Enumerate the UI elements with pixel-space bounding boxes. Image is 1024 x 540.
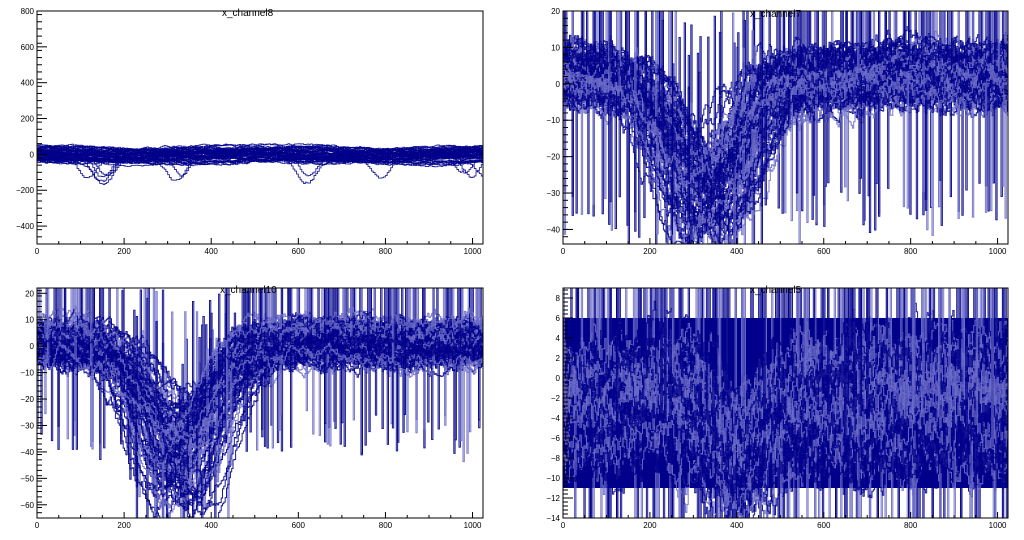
y-tick-label: 8 bbox=[556, 294, 561, 303]
y-tick-label: 0 bbox=[556, 374, 561, 383]
y-tick-label: −12 bbox=[546, 494, 560, 503]
y-tick-label: −4 bbox=[551, 414, 561, 423]
y-tick-label: −8 bbox=[551, 454, 561, 463]
x-tick-label: 600 bbox=[817, 521, 831, 530]
x-tick-label: 200 bbox=[643, 521, 657, 530]
x-tick-label: 1000 bbox=[989, 521, 1007, 530]
x-tick-label: 400 bbox=[730, 521, 744, 530]
y-tick-label: 2 bbox=[556, 354, 561, 363]
y-tick-label: −14 bbox=[546, 514, 560, 523]
y-tick-label: −2 bbox=[551, 394, 561, 403]
x-tick-label: 0 bbox=[561, 521, 566, 530]
x-tick-label: 800 bbox=[904, 521, 918, 530]
y-tick-label: 6 bbox=[556, 314, 561, 323]
y-tick-label: 4 bbox=[556, 334, 561, 343]
y-tick-label: −6 bbox=[551, 434, 561, 443]
traces bbox=[563, 57, 1008, 540]
chart-title: x_channel5 bbox=[750, 285, 801, 296]
y-tick-label: −10 bbox=[546, 474, 560, 483]
